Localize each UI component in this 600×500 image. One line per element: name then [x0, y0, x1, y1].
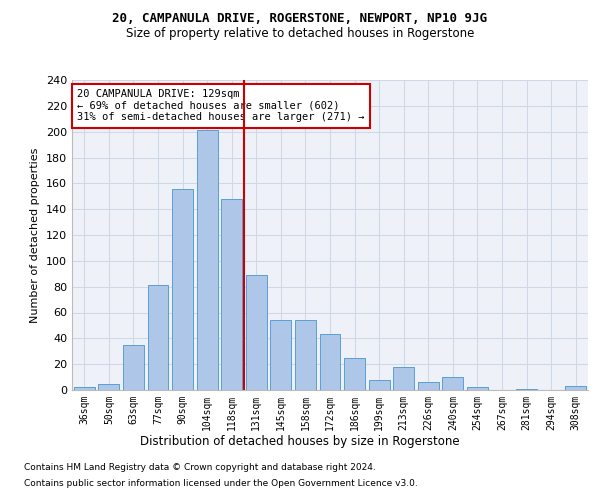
Bar [418, 382, 439, 390]
Bar [565, 386, 586, 390]
Bar [74, 388, 95, 390]
Bar [197, 130, 218, 390]
Bar [467, 388, 488, 390]
Text: Size of property relative to detached houses in Rogerstone: Size of property relative to detached ho… [126, 28, 474, 40]
Bar [344, 358, 365, 390]
Text: 20 CAMPANULA DRIVE: 129sqm
← 69% of detached houses are smaller (602)
31% of sem: 20 CAMPANULA DRIVE: 129sqm ← 69% of deta… [77, 90, 365, 122]
Bar [271, 320, 292, 390]
Y-axis label: Number of detached properties: Number of detached properties [31, 148, 40, 322]
Bar [148, 286, 169, 390]
Bar [98, 384, 119, 390]
Text: Distribution of detached houses by size in Rogerstone: Distribution of detached houses by size … [140, 435, 460, 448]
Bar [172, 188, 193, 390]
Bar [516, 388, 537, 390]
Text: Contains HM Land Registry data © Crown copyright and database right 2024.: Contains HM Land Registry data © Crown c… [24, 464, 376, 472]
Bar [123, 345, 144, 390]
Bar [221, 199, 242, 390]
Bar [295, 320, 316, 390]
Bar [393, 367, 414, 390]
Text: Contains public sector information licensed under the Open Government Licence v3: Contains public sector information licen… [24, 478, 418, 488]
Bar [246, 275, 267, 390]
Bar [320, 334, 340, 390]
Bar [368, 380, 389, 390]
Text: 20, CAMPANULA DRIVE, ROGERSTONE, NEWPORT, NP10 9JG: 20, CAMPANULA DRIVE, ROGERSTONE, NEWPORT… [113, 12, 487, 26]
Bar [442, 377, 463, 390]
